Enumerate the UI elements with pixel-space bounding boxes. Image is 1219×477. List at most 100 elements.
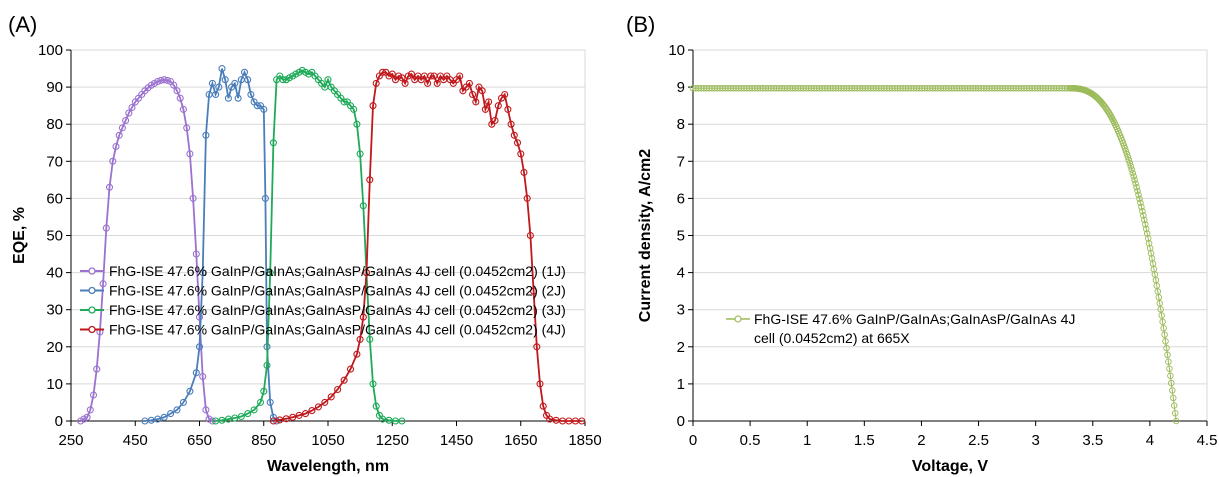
legend-jv-label-line1: FhG-ISE 47.6% GaInP/GaInAs;GaInAsP/GaInA… xyxy=(754,311,1075,327)
jv-curve-point xyxy=(1164,351,1171,359)
jv-curve-point xyxy=(1122,147,1130,155)
series-3j-point xyxy=(260,387,268,395)
jv-curve-point xyxy=(1166,365,1173,372)
chart-b-y-tick-label: 8 xyxy=(677,116,685,133)
series-1j-point xyxy=(99,280,107,288)
jv-curve-point xyxy=(1172,417,1180,425)
chart-a-x-tick-label: 1050 xyxy=(311,432,344,449)
legend-3j-label: FhG-ISE 47.6% GaInP/GaInAs;GaInAsP/GaInA… xyxy=(109,302,566,318)
chart-b-x-axis-title: Voltage, V xyxy=(912,458,988,475)
series-4j-point xyxy=(366,176,374,184)
jv-curve-point xyxy=(1126,159,1134,167)
series-3j-point xyxy=(369,380,377,388)
series-3j-point xyxy=(231,414,239,422)
chart-a-y-tick-label: 30 xyxy=(46,302,63,319)
chart-b-x-tick-label: 1 xyxy=(803,432,811,449)
series-3j-point xyxy=(353,120,361,128)
chart-b-y-tick-label: 0 xyxy=(677,413,685,430)
chart-a-y-tick-label: 10 xyxy=(46,376,63,393)
jv-curve-point xyxy=(1129,169,1136,177)
series-3j-point xyxy=(256,398,265,406)
series-4j-point xyxy=(507,120,515,128)
chart-b-y-tick-label: 2 xyxy=(677,339,685,356)
series-4j-point xyxy=(314,403,322,411)
series-4j-point xyxy=(478,87,486,95)
chart-b-y-tick-label: 6 xyxy=(677,190,685,207)
series-1j-point xyxy=(109,157,117,165)
chart-a-y-tick-label: 40 xyxy=(46,265,63,282)
jv-curve-point xyxy=(1106,110,1113,118)
series-4j-point xyxy=(469,90,477,99)
series-1j-point xyxy=(115,131,123,139)
chart-b-x-tick-label: 3 xyxy=(1031,432,1039,449)
series-4j-point xyxy=(353,350,361,358)
series-1j-point xyxy=(83,413,91,421)
series-2j-point xyxy=(244,76,252,84)
series-1j-point xyxy=(192,250,200,258)
jv-curve-point xyxy=(1131,176,1138,184)
series-1j-point xyxy=(118,124,126,132)
chart-a-y-axis-title: EQE, % xyxy=(11,207,28,264)
series-4j-point xyxy=(427,72,435,80)
series-3j-point xyxy=(324,76,332,84)
series-3j-point xyxy=(263,361,271,369)
series-4j-point xyxy=(523,194,531,202)
series-4j-point xyxy=(465,79,473,87)
series-1j-point xyxy=(199,372,207,381)
series-2j-point xyxy=(218,65,226,73)
chart-b-x-tick-label: 4 xyxy=(1146,432,1154,449)
jv-curve-point xyxy=(1167,372,1174,380)
chart-b-x-tick-label: 2.5 xyxy=(968,432,989,449)
chart-b-y-tick-label: 4 xyxy=(677,265,685,282)
series-2j-point xyxy=(167,410,175,418)
series-1j-point xyxy=(112,142,120,151)
jv-curve-point xyxy=(1140,212,1147,219)
series-2j-point xyxy=(154,415,162,423)
series-3j-point xyxy=(356,150,364,158)
chart-b-y-tick-label: 5 xyxy=(677,228,685,245)
series-2j-point xyxy=(199,269,207,277)
series-2j-point xyxy=(260,105,268,113)
jv-curve-point xyxy=(1125,156,1133,164)
chart-a-y-tick-label: 0 xyxy=(55,413,63,430)
chart-b-y-tick-label: 10 xyxy=(668,42,685,59)
series-4j-point xyxy=(530,287,538,295)
legend-2j-label: FhG-ISE 47.6% GaInP/GaInAs;GaInAsP/GaInA… xyxy=(109,283,566,299)
legend-4j-marker xyxy=(88,325,96,334)
series-3j-point xyxy=(372,402,380,410)
series-4j-point xyxy=(536,380,544,388)
series-1j-point xyxy=(160,76,168,84)
chart-b-x-tick-label: 2 xyxy=(917,432,925,449)
series-4j-point xyxy=(369,102,377,110)
chart-a-y-tick-label: 80 xyxy=(46,116,63,133)
series-4j-point xyxy=(501,90,509,99)
series-1j-point xyxy=(189,194,197,202)
series-4j-point xyxy=(327,393,335,401)
series-2j-point xyxy=(186,387,194,395)
series-1j-point xyxy=(128,103,136,112)
series-1j-line xyxy=(80,78,213,422)
jv-curve-point xyxy=(1143,230,1151,237)
series-1j-point xyxy=(176,94,184,102)
chart-b-y-tick-label: 9 xyxy=(677,79,685,96)
series-4j-point xyxy=(546,415,554,423)
chart-b-y-tick-label: 3 xyxy=(677,302,685,319)
series-1j-point xyxy=(202,406,210,414)
series-4j-line xyxy=(273,71,582,422)
series-4j-point xyxy=(407,70,416,78)
series-4j-point xyxy=(356,335,364,343)
series-1j-point xyxy=(122,116,130,125)
series-2j-point xyxy=(179,398,187,406)
series-2j-point xyxy=(247,90,255,99)
jv-curve-point xyxy=(1123,150,1131,158)
series-4j-point xyxy=(526,231,534,240)
series-4j-point xyxy=(520,168,528,176)
series-4j-point xyxy=(334,385,342,394)
chart-b-x-tick-label: 0.5 xyxy=(740,432,761,449)
series-1j-point xyxy=(154,77,162,86)
series-4j-point xyxy=(388,70,396,78)
jv-curve-point xyxy=(1155,294,1163,301)
series-1j-point xyxy=(102,224,110,232)
series-2j-point xyxy=(212,90,220,99)
